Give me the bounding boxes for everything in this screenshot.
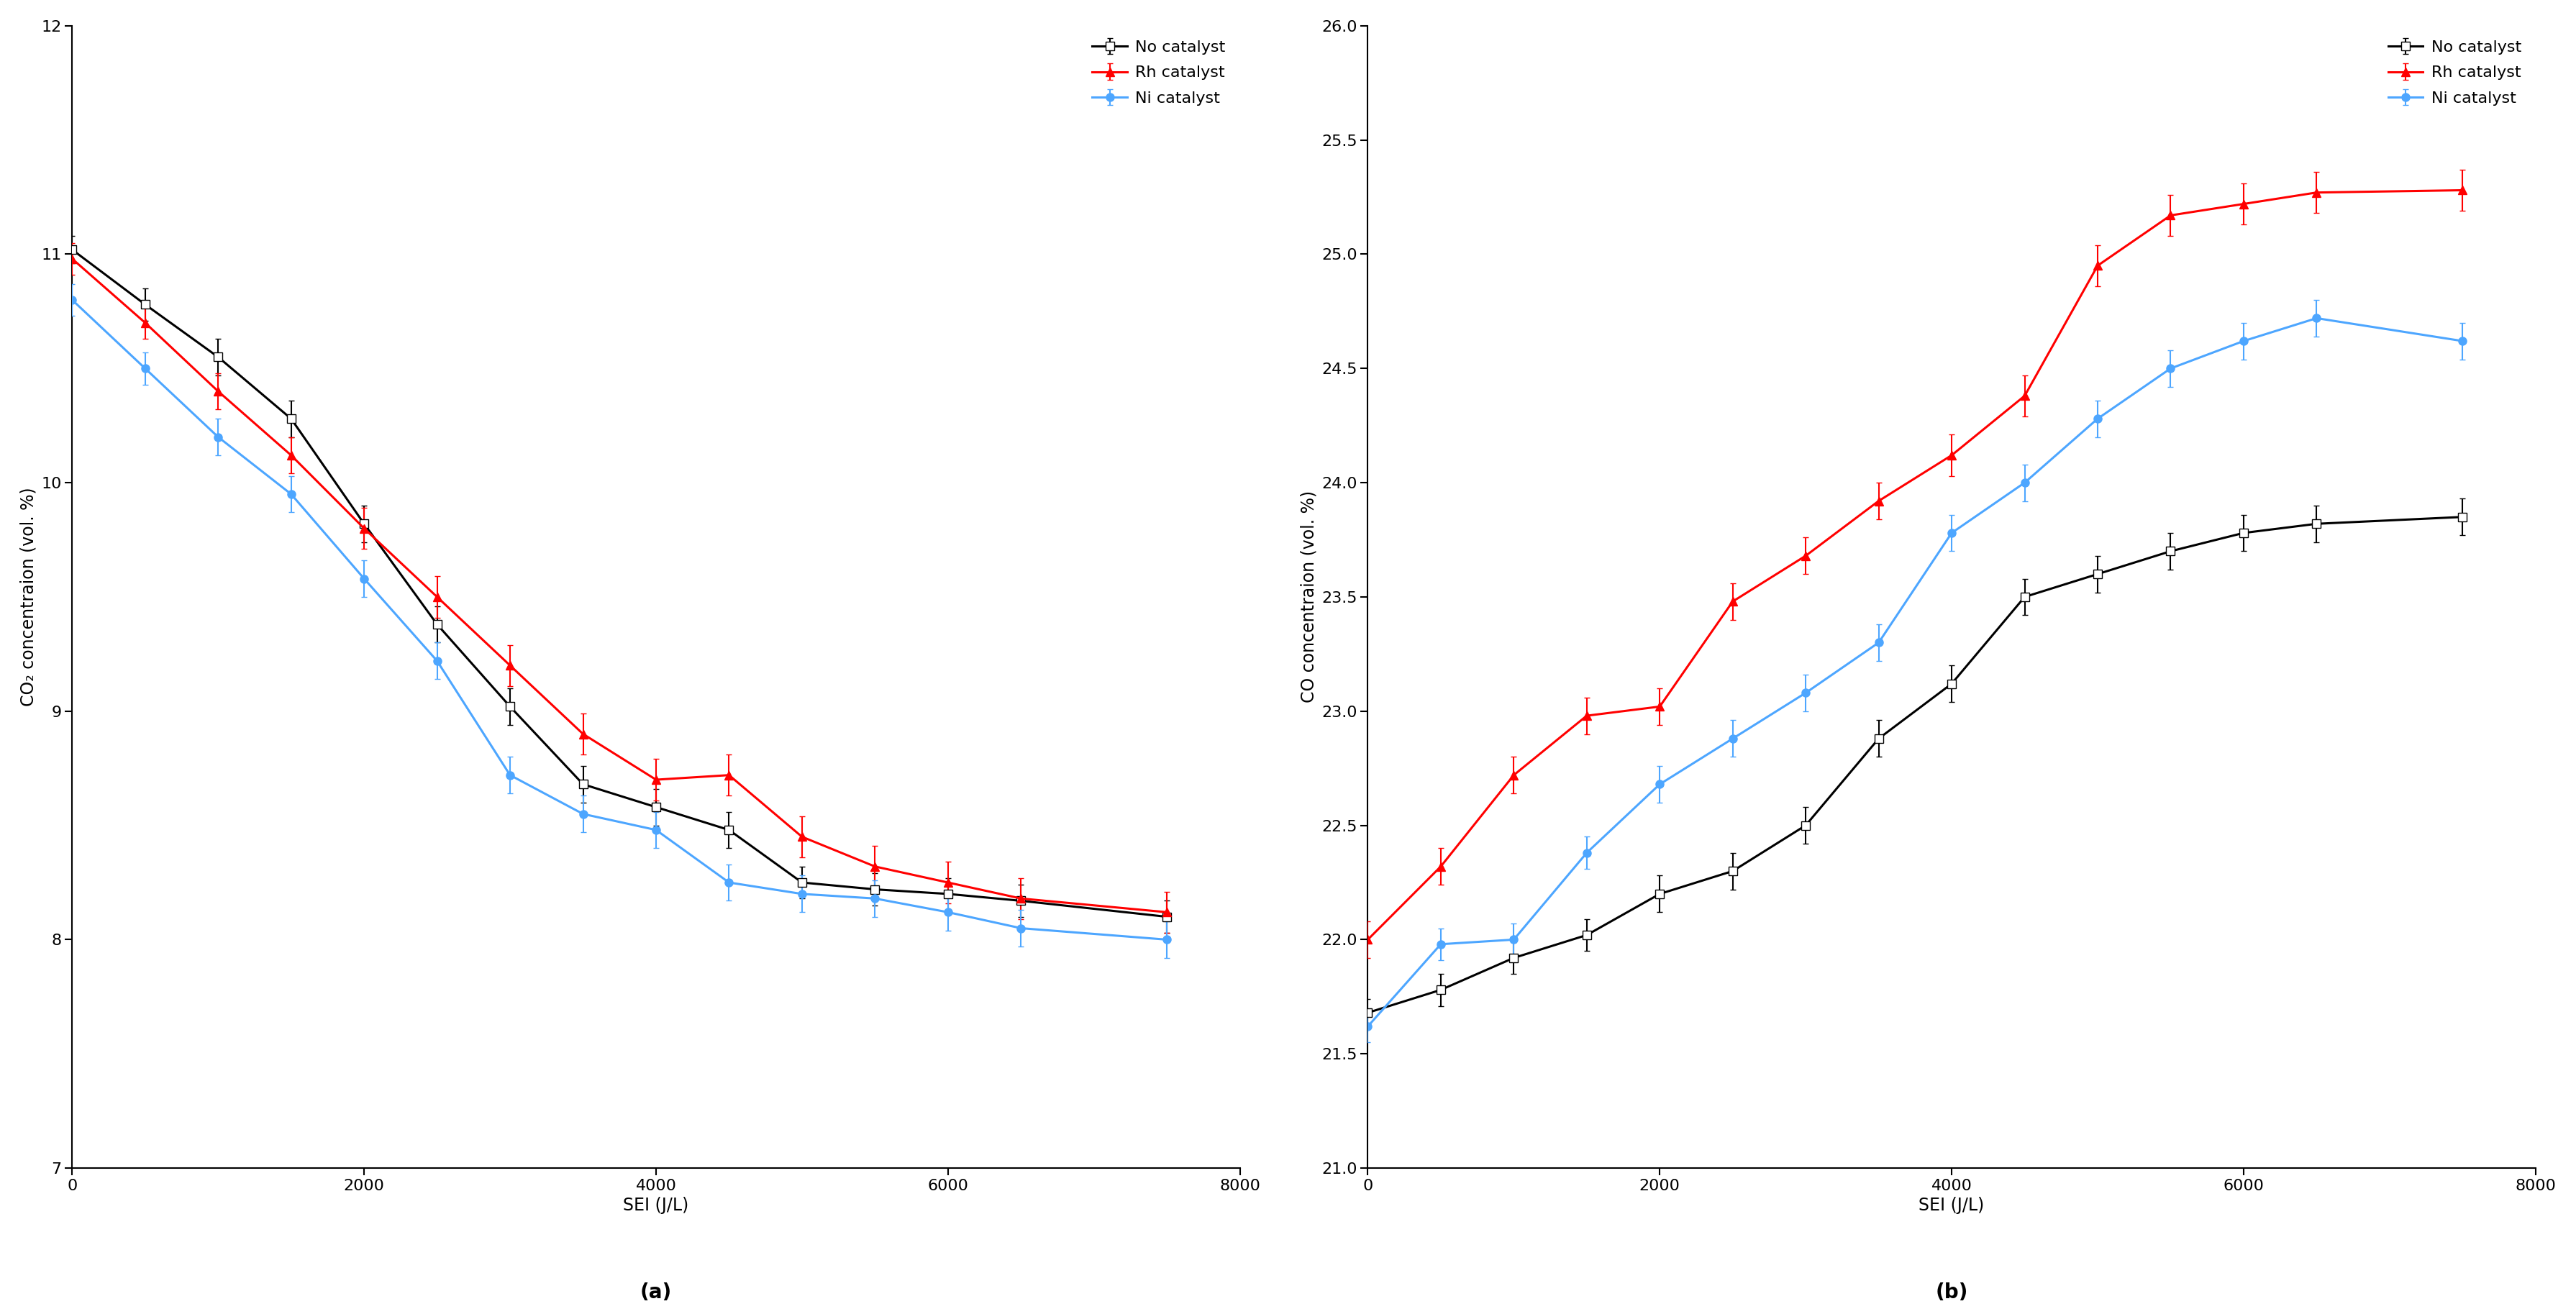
Text: (b): (b) [1935, 1283, 1968, 1302]
X-axis label: SEI (J/L): SEI (J/L) [623, 1196, 688, 1215]
X-axis label: SEI (J/L): SEI (J/L) [1919, 1196, 1984, 1215]
Legend: No catalyst, Rh catalyst, Ni catalyst: No catalyst, Rh catalyst, Ni catalyst [2383, 34, 2527, 113]
Legend: No catalyst, Rh catalyst, Ni catalyst: No catalyst, Rh catalyst, Ni catalyst [1087, 34, 1231, 113]
Text: (a): (a) [639, 1283, 672, 1302]
Y-axis label: CO₂ concentraion (vol. %): CO₂ concentraion (vol. %) [21, 487, 36, 707]
Y-axis label: CO concentraion (vol. %): CO concentraion (vol. %) [1301, 491, 1316, 703]
